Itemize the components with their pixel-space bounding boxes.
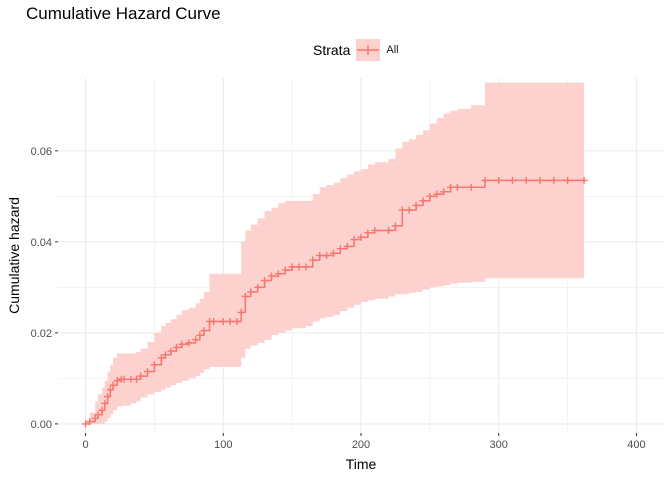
- censor-mark: [433, 190, 441, 198]
- censor-mark: [104, 393, 112, 401]
- censor-mark: [137, 372, 145, 380]
- censor-mark: [144, 368, 152, 376]
- censor-mark: [210, 317, 218, 325]
- y-tick-label: 0.06: [31, 146, 52, 158]
- x-tick-label: 100: [214, 439, 232, 451]
- censor-mark: [447, 183, 455, 191]
- x-axis-title: Time: [346, 456, 377, 472]
- censor-mark: [113, 377, 121, 385]
- y-tick-label: 0.02: [31, 328, 52, 340]
- censor-mark: [241, 292, 249, 300]
- censor-mark: [350, 236, 358, 244]
- legend-key: [356, 39, 381, 61]
- censor-mark: [357, 233, 365, 241]
- censor-mark: [133, 375, 141, 383]
- censor-mark: [161, 351, 169, 359]
- censor-mark: [323, 252, 331, 259]
- censor-mark: [481, 176, 489, 184]
- censor-mark: [237, 308, 245, 316]
- legend-title: Strata: [313, 42, 351, 58]
- censor-mark: [371, 226, 379, 234]
- censor-mark: [254, 283, 262, 291]
- censor-mark: [91, 414, 99, 422]
- censor-mark: [550, 176, 558, 184]
- censor-mark: [94, 411, 102, 419]
- censor-mark: [86, 418, 94, 426]
- censor-mark: [329, 249, 337, 257]
- censor-mark: [200, 327, 208, 335]
- censor-mark: [336, 245, 344, 253]
- y-tick-label: 0.00: [31, 419, 52, 431]
- censor-mark: [150, 361, 158, 369]
- censor-mark: [316, 252, 324, 259]
- censor-mark: [412, 201, 420, 209]
- censor-mark: [185, 339, 193, 347]
- censor-mark: [453, 183, 461, 191]
- censor-mark: [274, 270, 282, 278]
- censor-mark: [219, 317, 227, 325]
- censor-mark: [120, 375, 128, 383]
- censor-mark: [192, 336, 200, 344]
- legend: Strata All: [313, 38, 399, 62]
- y-tick-label: 0.04: [31, 237, 52, 249]
- censor-mark: [82, 420, 90, 428]
- censor-mark: [419, 197, 427, 205]
- censor-mark: [302, 263, 310, 271]
- censor-mark: [426, 192, 434, 200]
- censor-mark: [385, 226, 393, 234]
- censor-mark: [196, 331, 204, 339]
- censor-mark: [364, 229, 372, 237]
- censor-mark: [101, 399, 109, 407]
- chart-title: Cumulative Hazard Curve: [26, 4, 221, 23]
- censor-mark: [309, 256, 317, 264]
- censor-mark: [343, 242, 351, 250]
- censor-mark: [157, 354, 165, 362]
- censor-mark: [295, 263, 303, 271]
- censor-mark: [398, 206, 406, 214]
- x-tick-label: 300: [490, 439, 508, 451]
- censor-mark: [106, 386, 114, 394]
- censor-mark: [580, 176, 588, 184]
- censor-mark: [98, 406, 106, 414]
- censor-mark: [522, 176, 530, 184]
- censor-mark: [467, 183, 475, 191]
- censor-mark: [226, 317, 234, 325]
- censor-mark: [288, 263, 296, 271]
- censor-mark: [233, 317, 241, 325]
- censor-mark: [247, 288, 255, 296]
- censor-mark: [495, 176, 503, 184]
- legend-label-all: All: [386, 44, 399, 56]
- x-tick-label: 0: [82, 439, 88, 451]
- censor-mark: [109, 381, 117, 389]
- censor-mark: [536, 176, 544, 184]
- censor-mark: [281, 266, 289, 274]
- censor-mark: [172, 343, 180, 351]
- x-tick-label: 400: [627, 439, 645, 451]
- x-tick-label: 200: [352, 439, 370, 451]
- censor-mark: [261, 277, 269, 285]
- censor-mark: [178, 340, 186, 348]
- censor-mark: [167, 347, 175, 355]
- censor-mark: [509, 176, 516, 184]
- censor-mark: [391, 222, 399, 230]
- censor-mark: [405, 206, 413, 214]
- censor-mark: [440, 188, 448, 196]
- y-axis-title: Cumulative hazard: [6, 197, 22, 314]
- censor-mark: [564, 176, 572, 184]
- censor-mark: [267, 272, 275, 280]
